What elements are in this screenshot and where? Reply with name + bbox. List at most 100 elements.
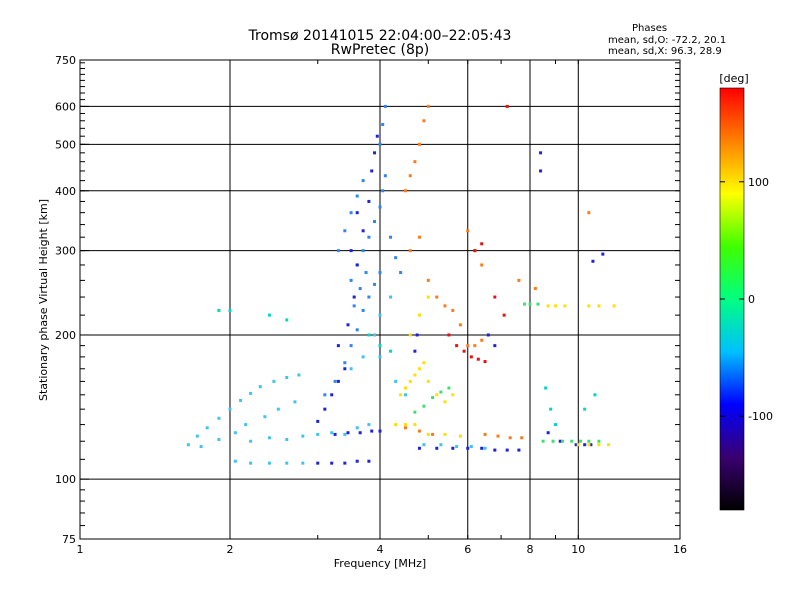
chart-subtitle: RwPretec (8p)	[331, 42, 429, 58]
data-point	[591, 259, 595, 263]
data-point	[587, 211, 591, 215]
data-point	[285, 461, 289, 465]
data-point	[417, 446, 421, 450]
data-point	[381, 189, 385, 193]
data-point	[439, 390, 443, 394]
data-point	[381, 123, 385, 127]
data-point	[413, 410, 417, 414]
data-point	[458, 323, 462, 327]
data-point	[587, 439, 591, 443]
data-point	[355, 211, 359, 215]
data-point	[541, 439, 545, 443]
colorbar-ticks: 100 0 -100	[720, 176, 773, 423]
data-point	[558, 439, 562, 443]
data-point	[455, 344, 459, 348]
axis-ticks: 1 2 4 6 8 10 16 75 100 200 300 400 500 600 750	[55, 54, 687, 556]
data-point	[597, 443, 601, 447]
data-point	[536, 302, 540, 306]
data-point	[301, 461, 305, 465]
data-point	[466, 229, 470, 233]
data-point	[408, 249, 412, 253]
data-point	[205, 426, 209, 430]
data-point	[373, 220, 377, 224]
data-point	[551, 439, 555, 443]
data-point	[373, 333, 377, 337]
data-point	[228, 407, 232, 411]
data-point	[367, 199, 371, 203]
data-point	[469, 355, 473, 359]
data-point	[403, 393, 407, 397]
data-point	[378, 344, 382, 348]
data-point	[378, 429, 382, 433]
data-point	[355, 263, 359, 267]
data-point	[443, 304, 447, 308]
data-point	[447, 333, 451, 337]
data-point	[517, 278, 521, 282]
data-point	[399, 271, 403, 275]
data-point	[578, 439, 582, 443]
data-point	[217, 438, 221, 442]
data-point	[435, 295, 439, 299]
phase-info-line-o: mean, sd,O: -72.2, 20.1	[608, 35, 726, 46]
y-tick-label: 400	[55, 185, 76, 198]
data-point	[343, 229, 347, 233]
data-point	[297, 373, 301, 377]
data-point	[439, 443, 443, 447]
data-point	[399, 393, 403, 397]
data-point	[343, 367, 347, 371]
data-point	[323, 407, 327, 411]
data-point	[544, 386, 548, 390]
data-point	[483, 360, 487, 364]
data-point	[574, 443, 578, 447]
data-point	[426, 432, 430, 436]
data-point	[244, 423, 248, 427]
data-point	[361, 179, 365, 183]
data-point	[546, 431, 550, 435]
data-point	[394, 423, 398, 427]
data-point	[593, 393, 597, 397]
colorbar-unit-label: [deg]	[719, 72, 748, 85]
data-point	[373, 282, 377, 286]
data-point	[473, 344, 477, 348]
data-point	[403, 189, 407, 193]
data-point	[415, 333, 419, 337]
chart-title: Tromsø 20141015 22:04:00–22:05:43	[248, 28, 512, 44]
data-point	[413, 160, 417, 164]
data-point	[346, 431, 350, 435]
data-point	[451, 308, 455, 312]
data-point	[276, 407, 280, 411]
data-point	[523, 302, 527, 306]
y-tick-label: 200	[55, 329, 76, 342]
data-point	[346, 323, 350, 327]
data-point	[451, 393, 455, 397]
data-point	[403, 426, 407, 430]
data-point	[587, 304, 591, 308]
data-point	[301, 434, 305, 438]
data-point	[597, 304, 601, 308]
data-point	[422, 119, 426, 123]
data-point	[349, 278, 353, 282]
data-point	[570, 439, 574, 443]
data-point	[361, 249, 365, 253]
data-point	[480, 242, 484, 246]
data-point	[228, 308, 232, 312]
data-point	[528, 302, 532, 306]
data-point	[349, 367, 353, 371]
data-point	[249, 439, 253, 443]
data-point	[466, 344, 470, 348]
data-point	[451, 446, 455, 450]
phase-info-line-x: mean, sd,X: 96.3, 28.9	[608, 46, 722, 57]
data-point	[422, 404, 426, 408]
data-point	[483, 432, 487, 436]
data-point	[435, 446, 439, 450]
data-point	[358, 431, 362, 435]
data-point	[403, 386, 407, 390]
data-point	[217, 416, 221, 420]
data-point	[199, 444, 203, 448]
data-point	[323, 393, 327, 397]
data-point	[458, 434, 462, 438]
data-point	[539, 151, 543, 155]
data-point	[343, 432, 347, 436]
data-point	[367, 333, 371, 337]
